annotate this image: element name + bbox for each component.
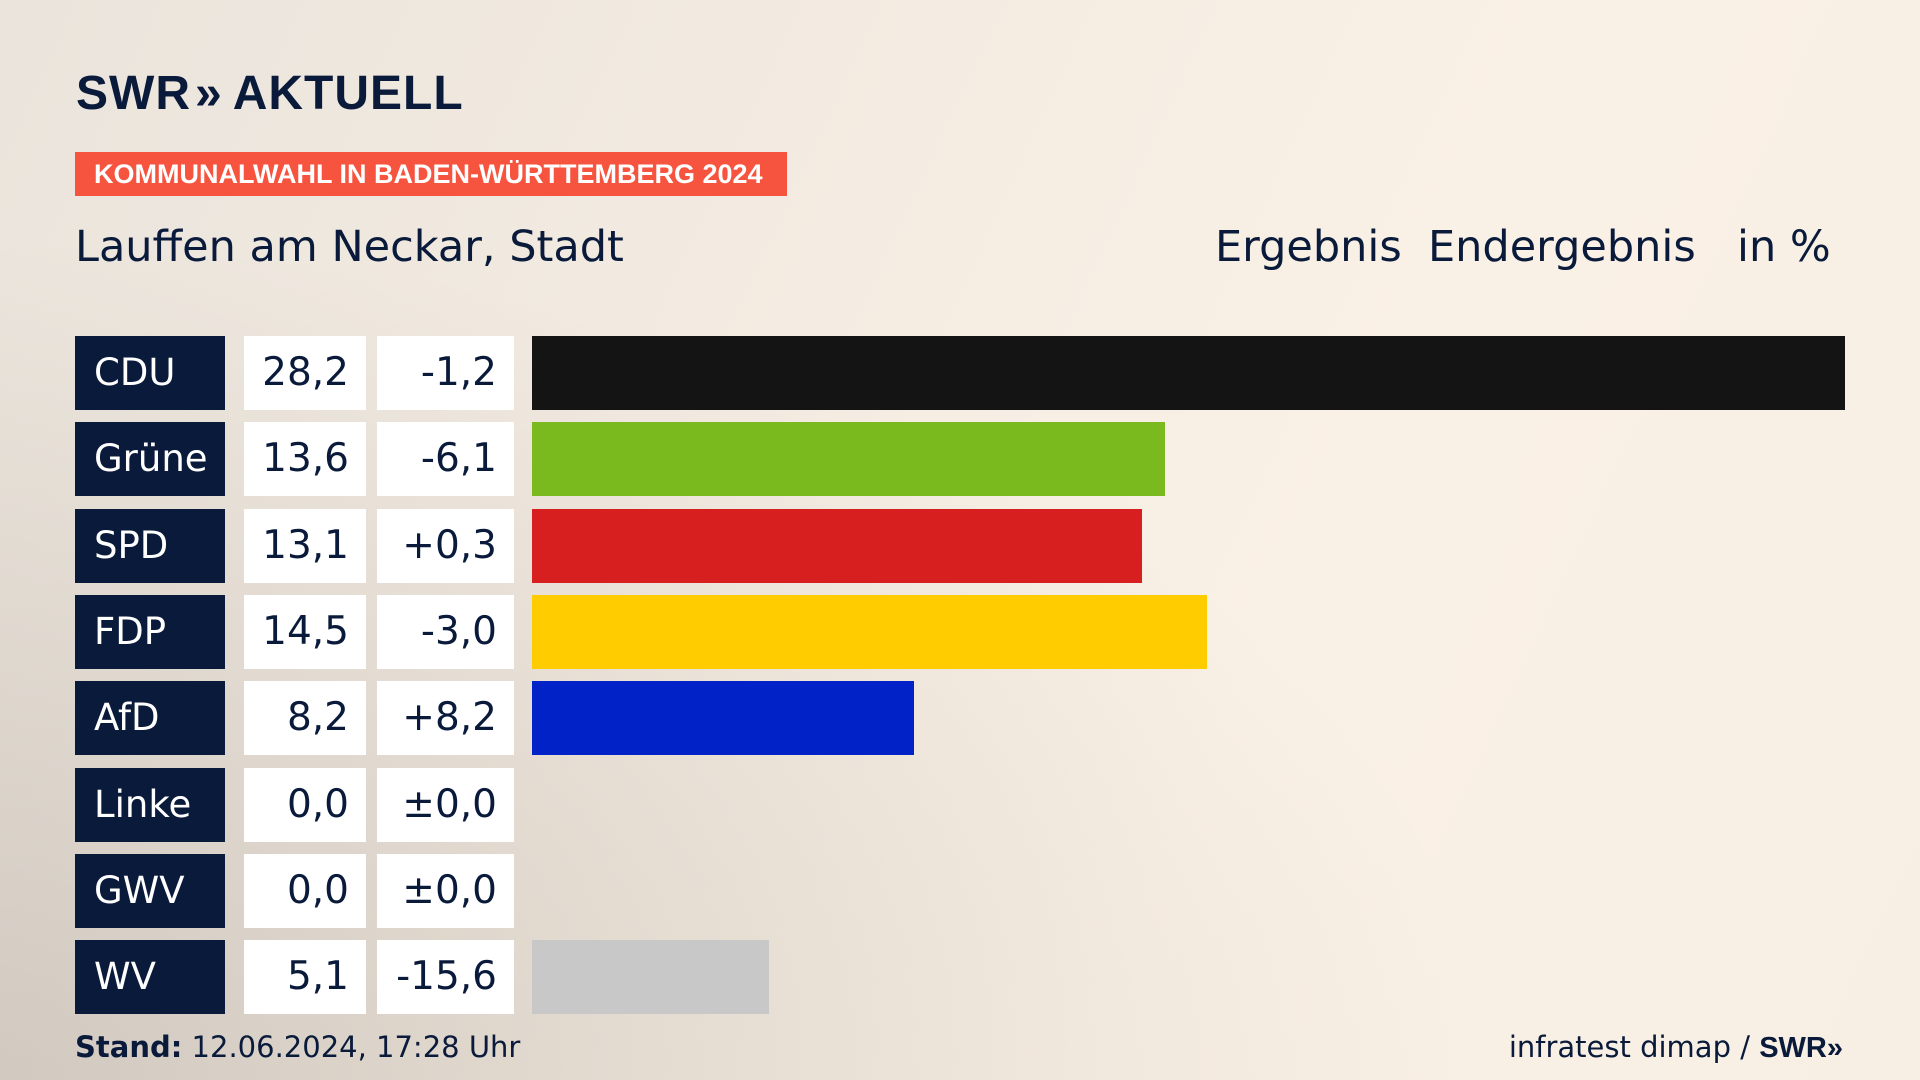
result-value: 14,5 <box>244 594 366 669</box>
result-diff: -15,6 <box>377 940 514 1015</box>
party-label: Linke <box>75 767 225 842</box>
result-row: SPD 13,1 +0,3 <box>0 508 1920 583</box>
party-label: Grüne <box>75 422 225 497</box>
result-row: GWV 0,0 ±0,0 <box>0 853 1920 928</box>
result-bar <box>532 336 1845 410</box>
result-diff: -3,0 <box>377 594 514 669</box>
party-label: GWV <box>75 853 225 928</box>
result-diff: ±0,0 <box>377 853 514 928</box>
header-unit: in % <box>1737 222 1831 272</box>
result-bar <box>532 594 1207 669</box>
party-label: FDP <box>75 594 225 669</box>
result-diff: ±0,0 <box>377 767 514 842</box>
result-bar <box>532 422 1165 497</box>
footer-source: infratest dimap / SWR» <box>1509 1030 1843 1065</box>
logo-swr: SWR <box>76 67 191 120</box>
result-row: FDP 14,5 -3,0 <box>0 594 1920 669</box>
result-row: Linke 0,0 ±0,0 <box>0 767 1920 842</box>
stand-label: Stand: <box>75 1030 183 1064</box>
result-diff: -1,2 <box>377 336 514 410</box>
result-value: 0,0 <box>244 767 366 842</box>
result-diff: +0,3 <box>377 508 514 583</box>
party-label: AfD <box>75 681 225 756</box>
header-status: Endergebnis <box>1428 222 1696 272</box>
result-bar <box>532 940 769 1015</box>
result-value: 13,1 <box>244 508 366 583</box>
result-value: 8,2 <box>244 681 366 756</box>
swr-aktuell-logo: SWR» AKTUELL <box>76 66 464 121</box>
source-brand: SWR <box>1759 1032 1827 1064</box>
source-text: infratest dimap / <box>1508 1030 1750 1064</box>
party-label: SPD <box>75 508 225 583</box>
header-ergebnis: Ergebnis <box>1215 222 1402 272</box>
result-row: Grüne 13,6 -6,1 <box>0 422 1920 497</box>
result-bar <box>532 681 914 756</box>
result-value: 28,2 <box>244 336 366 410</box>
result-value: 0,0 <box>244 853 366 928</box>
result-diff: -6,1 <box>377 422 514 497</box>
place-title: Lauffen am Neckar, Stadt <box>75 222 624 272</box>
footer-stand: Stand: 12.06.2024, 17:28 Uhr <box>75 1030 520 1064</box>
result-bar <box>532 508 1142 583</box>
result-row: AfD 8,2 +8,2 <box>0 681 1920 756</box>
result-row: WV 5,1 -15,6 <box>0 940 1920 1015</box>
result-diff: +8,2 <box>377 681 514 756</box>
logo-section: AKTUELL <box>232 67 464 120</box>
result-value: 13,6 <box>244 422 366 497</box>
party-label: CDU <box>75 336 225 410</box>
source-arrows-icon: » <box>1826 1032 1843 1064</box>
election-banner: KOMMUNALWAHL IN BADEN-WÜRTTEMBERG 2024 <box>75 152 787 196</box>
stand-value: 12.06.2024, 17:28 Uhr <box>191 1030 521 1064</box>
logo-arrows-icon: » <box>194 67 223 120</box>
party-label: WV <box>75 940 225 1015</box>
result-row: CDU 28,2 -1,2 <box>0 336 1920 410</box>
result-value: 5,1 <box>244 940 366 1015</box>
